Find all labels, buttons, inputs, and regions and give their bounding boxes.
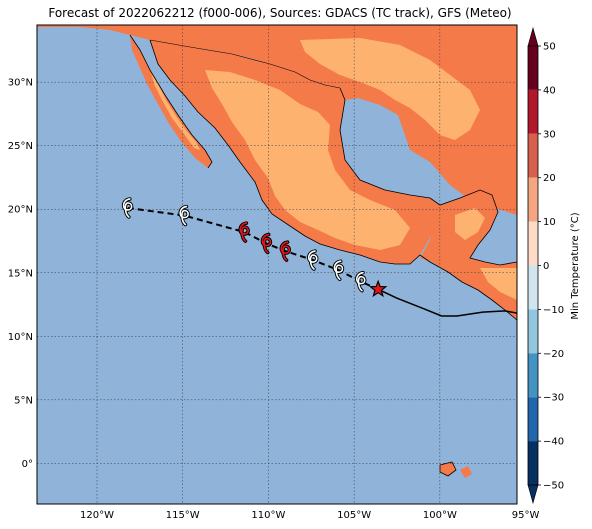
colorbar-tick-label: −20 [543,349,564,360]
lat-tick-label: 10°N [8,332,33,343]
colorbar-tick-label: 10 [543,217,556,228]
cyclone-track [121,197,517,317]
colorbar: 50 40 30 20 10 0 −10 −20 −30 −40 −50 [527,26,564,505]
lon-tick-label: 115°W [166,510,200,521]
colorbar-tick-label: −30 [543,393,564,404]
forecast-track-line [127,206,379,291]
lon-tick-label: 120°W [80,510,114,521]
current-position-star-icon [368,279,388,298]
colorbar-segment [528,89,538,134]
map-title: Forecast of 2022062212 (f000-006), Sourc… [48,6,512,20]
colorbar-segment [528,397,538,442]
lat-tick-label: 30°N [8,78,33,89]
lon-tick-label: 105°W [337,510,371,521]
cyclone-symbol-icon [178,204,190,227]
lat-tick-label: 5°N [14,395,33,406]
map-gridlines [37,25,517,504]
coastlines [129,34,517,477]
colorbar-tick-label: 40 [543,85,556,96]
lon-tick-label: 110°W [251,510,285,521]
lat-tick-label: 15°N [8,268,33,279]
colorbar-tick-label: 50 [543,42,556,53]
colorbar-segment [528,46,538,90]
latitude-ticks: 30°N 25°N 20°N 15°N 10°N 5°N 0° [8,78,33,470]
colorbar-tick-label: −50 [543,481,564,492]
colorbar-tick-label: 20 [543,173,556,184]
colorbar-extend-top [527,26,539,47]
colorbar-extend-bottom [527,484,539,505]
colorbar-segment [528,353,538,398]
colorbar-segment [528,309,538,354]
lat-tick-label: 20°N [8,205,33,216]
colorbar-segment [528,177,538,222]
lat-tick-label: 0° [22,459,33,470]
colorbar-segment [528,221,538,266]
cyclone-symbol-icon [121,197,134,219]
colorbar-label: Min Temperature (°C) [570,212,581,319]
colorbar-tick-label: 30 [543,129,556,140]
cyclone-symbol-icon [238,221,250,243]
cyclone-symbol-icon [279,240,292,262]
lat-tick-label: 25°N [8,141,33,152]
cyclone-symbol-icon [355,270,367,293]
map-frame [36,24,518,505]
cyclone-symbol-icon [332,259,345,281]
lon-tick-label: 100°W [423,510,457,521]
colorbar-segment [528,133,538,178]
colorbar-tick-label: −40 [543,437,564,448]
cyclone-symbol-icon [307,249,319,271]
cyclone-symbol-icon [260,232,273,255]
colorbar-segment [528,441,538,485]
lon-tick-label: 95°W [512,510,540,521]
colorbar-tick-label: 0 [543,261,549,272]
land-temperature-field [37,25,517,478]
colorbar-tick-label: −10 [543,305,564,316]
colorbar-segment [528,265,538,310]
past-track-line [377,288,517,317]
